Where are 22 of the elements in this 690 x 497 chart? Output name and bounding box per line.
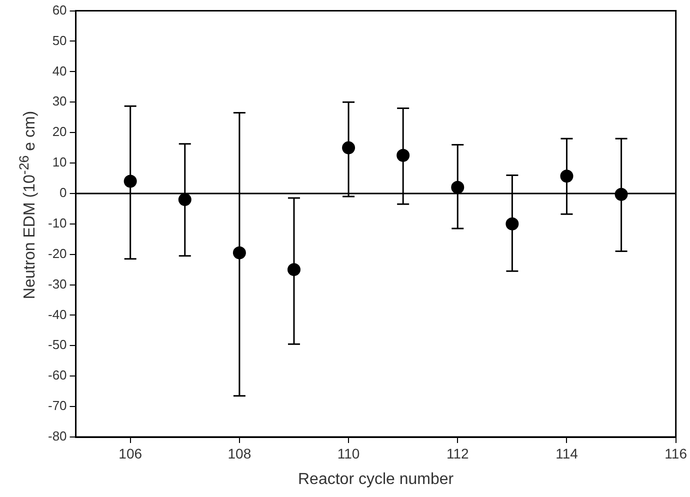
x-tick-label: 116 xyxy=(664,445,688,462)
y-tick-label: 40 xyxy=(52,63,67,78)
x-tick-label: 112 xyxy=(446,445,470,462)
y-tick-label: 30 xyxy=(52,94,67,109)
y-tick-label: -50 xyxy=(48,337,67,352)
y-tick-label: -10 xyxy=(48,215,67,230)
x-tick-label: 114 xyxy=(556,445,578,462)
y-tick-label: -20 xyxy=(48,246,67,261)
x-tick-label: 106 xyxy=(118,445,142,462)
y-tick-label: 10 xyxy=(52,154,67,170)
y-tick-label: 60 xyxy=(52,2,67,18)
y-tick-label: -80 xyxy=(48,428,67,444)
x-axis-title: Reactor cycle number xyxy=(298,470,454,488)
x-tick-label: 110 xyxy=(337,445,360,462)
y-tick-label: 20 xyxy=(52,124,67,140)
y-tick-label: 0 xyxy=(60,185,67,200)
y-tick-label: 50 xyxy=(52,32,67,48)
y-tick-label: -30 xyxy=(48,276,67,292)
y-tick-label: -60 xyxy=(48,368,67,383)
y-tick-label: -70 xyxy=(48,398,67,414)
y-tick-label: -40 xyxy=(48,306,67,322)
x-tick-label: 108 xyxy=(228,445,252,462)
